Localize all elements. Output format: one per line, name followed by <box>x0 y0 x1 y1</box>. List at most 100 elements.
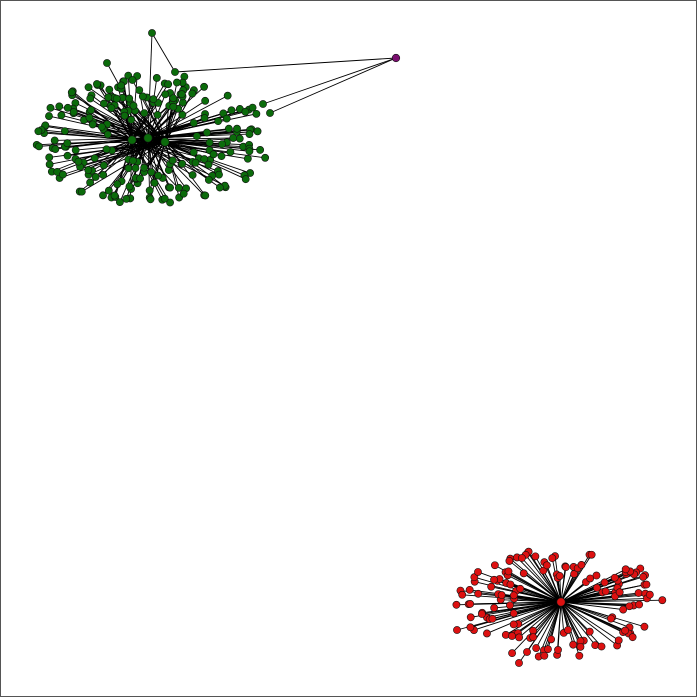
green-leaf-node <box>191 158 200 167</box>
green-leaf-node <box>46 103 55 112</box>
red-leaf-node <box>607 614 615 623</box>
edge <box>508 571 562 603</box>
green-leaf-node <box>87 106 95 114</box>
green-leaf-node <box>104 93 113 102</box>
green-leaf-node <box>71 146 80 154</box>
green-leaf-node <box>110 191 119 200</box>
red-leaf-node <box>610 573 619 582</box>
green-leaf-node <box>45 160 54 169</box>
edge <box>534 556 562 603</box>
edge <box>505 601 562 636</box>
red-leaf-node <box>519 569 528 578</box>
green-leaf-node <box>261 153 270 162</box>
red-leaf-node <box>531 552 540 561</box>
edge <box>546 565 562 603</box>
red-leaf-node <box>621 565 630 574</box>
green-leaf-node <box>140 163 149 172</box>
green-leaf-node <box>97 122 106 131</box>
node-layer <box>32 29 667 667</box>
green-leaf-node <box>63 139 72 148</box>
red-leaf-node <box>474 568 482 576</box>
edge <box>470 601 562 605</box>
red-leaf-node <box>515 633 524 642</box>
green-leaf-node <box>136 174 144 183</box>
red-leaf-node <box>621 626 629 635</box>
red-leaf-node <box>490 604 499 612</box>
green-leaf-node <box>122 194 131 203</box>
red-leaf-node <box>490 561 499 570</box>
green-leaf-node <box>67 88 76 97</box>
edge <box>516 557 562 603</box>
red-leaf-node <box>639 573 648 581</box>
red-leaf-node <box>554 646 562 654</box>
green-leaf-node <box>131 164 140 172</box>
green-leaf-node <box>266 109 274 117</box>
edge <box>560 601 624 611</box>
green-leaf-node <box>245 130 254 138</box>
green-leaf-node <box>69 108 78 116</box>
red-leaf-node <box>509 591 518 600</box>
edge <box>147 137 205 196</box>
edge <box>38 130 133 141</box>
green-leaf-node <box>233 124 241 133</box>
green-leaf-node <box>140 109 149 118</box>
green-leaf-node <box>153 110 162 119</box>
green-leaf-node <box>209 150 218 159</box>
red-leaf-node <box>593 583 601 592</box>
green-leaf-node <box>201 96 210 105</box>
red-leaf-node <box>506 580 515 589</box>
green-leaf-node <box>103 130 112 139</box>
edge <box>143 141 166 168</box>
green-leaf-node <box>179 189 188 198</box>
green-leaf-node <box>169 102 178 111</box>
edge <box>521 557 562 603</box>
red-leaf-node <box>587 550 596 559</box>
green-leaf-node <box>102 145 111 154</box>
edge <box>151 32 176 73</box>
red-leaf-node <box>487 582 496 591</box>
green-leaf-node <box>57 111 66 120</box>
red-leaf-node <box>488 614 497 623</box>
red-leaf-node <box>508 649 517 658</box>
green-leaf-node <box>63 151 72 160</box>
edge <box>560 601 565 633</box>
edge <box>560 567 567 603</box>
green-leaf-node <box>51 145 60 153</box>
green-leaf-node <box>204 160 213 169</box>
edge <box>560 601 645 628</box>
edge <box>147 137 210 144</box>
edge <box>147 118 227 139</box>
green-leaf-node <box>146 195 155 204</box>
red-leaf-node <box>601 587 610 596</box>
green-leaf-node <box>59 170 67 179</box>
green-leaf-node <box>125 94 134 103</box>
green-leaf-node <box>218 140 227 149</box>
green-leaf-node <box>224 124 233 133</box>
green-leaf-node <box>166 198 174 207</box>
green-leaf-node <box>200 155 209 163</box>
red-leaf-node <box>597 642 606 651</box>
edge <box>147 77 158 139</box>
red-leaf-node <box>658 596 667 605</box>
green-leaf-node <box>177 90 186 99</box>
green-leaf-node <box>125 182 134 191</box>
edge <box>88 139 133 171</box>
edge <box>486 601 562 634</box>
green-leaf-node <box>245 147 254 156</box>
edge <box>174 57 397 73</box>
edge <box>478 593 562 603</box>
edge <box>560 601 626 631</box>
green-leaf-node <box>203 128 211 137</box>
green-leaf-node <box>147 168 156 177</box>
green-leaf-node <box>148 29 156 37</box>
edge <box>560 597 647 603</box>
red-leaf-node <box>575 651 584 660</box>
edge <box>532 601 562 638</box>
green-hub-node <box>127 135 137 145</box>
green-leaf-node <box>152 74 161 82</box>
green-leaf-node <box>226 148 235 156</box>
red-leaf-node <box>586 574 595 583</box>
green-leaf-node <box>149 95 158 104</box>
edge <box>164 93 193 143</box>
green-leaf-node <box>215 170 223 179</box>
